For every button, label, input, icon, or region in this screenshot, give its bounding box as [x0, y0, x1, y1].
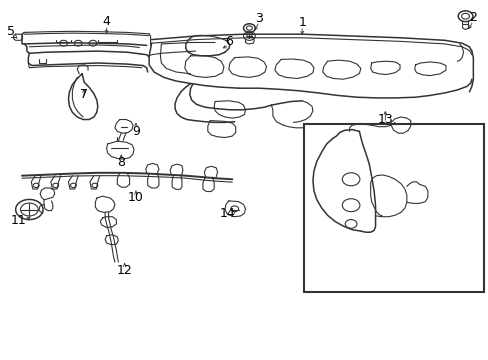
- Text: 6: 6: [224, 35, 232, 48]
- Text: 10: 10: [128, 191, 143, 204]
- Text: 13: 13: [377, 113, 392, 126]
- Text: 4: 4: [102, 15, 110, 28]
- Text: 11: 11: [11, 214, 26, 227]
- Text: 12: 12: [117, 264, 132, 277]
- Bar: [304, 124, 483, 292]
- Text: 8: 8: [117, 156, 125, 169]
- Text: 1: 1: [298, 16, 305, 29]
- Text: 2: 2: [468, 11, 476, 24]
- Text: 7: 7: [80, 88, 88, 101]
- Text: 14: 14: [219, 207, 235, 220]
- Text: 3: 3: [255, 12, 263, 24]
- Text: 5: 5: [7, 25, 15, 38]
- Text: 9: 9: [132, 125, 140, 138]
